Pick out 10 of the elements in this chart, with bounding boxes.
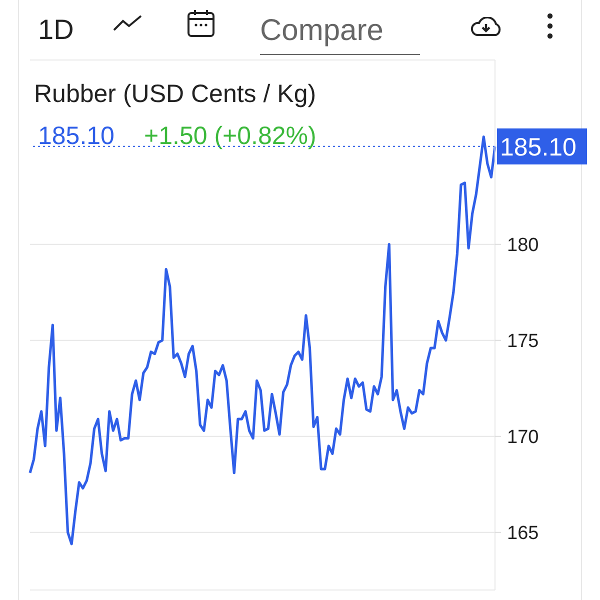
text: 1D bbox=[38, 14, 74, 46]
annotation: +1.50 (+0.82%) bbox=[144, 122, 316, 151]
ref-line-label: 185.10 bbox=[500, 133, 576, 162]
annotation: 185.10 bbox=[38, 122, 114, 151]
y-tick-label: 165 bbox=[507, 523, 539, 544]
y-tick-label: 175 bbox=[507, 331, 539, 352]
text: Compare bbox=[260, 14, 420, 55]
y-tick-label: 180 bbox=[507, 235, 539, 256]
text: Rubber (USD Cents / Kg) bbox=[34, 80, 316, 109]
y-tick-label: 170 bbox=[507, 427, 539, 448]
